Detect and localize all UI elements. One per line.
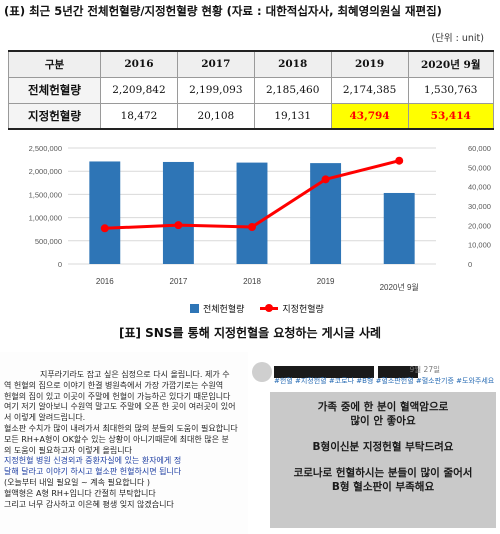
y-right-tick-label: 10,000 [468, 241, 491, 250]
table-row-label: 전체헌혈량 [8, 76, 101, 104]
post-text-line: 그리고 너무 감사하고 이은혜 평생 잊지 않겠습니다 [4, 499, 174, 509]
table-header-row: 구분 2016 2017 2018 2019 2020년 9월 [8, 50, 494, 78]
legend-line-swatch [260, 304, 279, 313]
post-text-line: 서 이렇게 알려드립니다. [4, 413, 86, 423]
table-cell: 18,472 [100, 102, 178, 130]
table-column-header: 2016 [100, 50, 178, 78]
post-hashtags: #헌혈 #지정헌혈 #코로나 #B형 #혈소판헌혈 #혈소판기증 #도와주세요 [274, 377, 495, 385]
y-left-tick-label: 2,000,000 [29, 167, 62, 176]
redacted-handle [378, 366, 418, 378]
y-right-tick-label: 40,000 [468, 183, 491, 192]
table-cell-highlighted: 53,414 [407, 102, 494, 130]
y-left-tick-label: 1,000,000 [29, 214, 62, 223]
y-left-tick-label: 2,500,000 [29, 144, 62, 153]
section-subtitle: [표] SNS를 통해 지정헌혈을 요청하는 게시글 사례 [118, 326, 382, 340]
table-column-header: 2020년 9월 [407, 50, 494, 78]
table-cell: 2,174,385 [330, 76, 409, 104]
x-tick-label: 2017 [170, 277, 188, 286]
post-text-line: 혈소판 수치가 많이 내려가서 최대한의 많의 분들의 도움이 필요합니다 [4, 423, 238, 433]
chart-legend: 전체헌혈량 지정헌혈량 [190, 302, 324, 315]
line-point [174, 221, 183, 230]
y-left-tick-label: 1,500,000 [29, 190, 62, 199]
card-text-line: 코로나로 헌혈하시는 분들이 많이 줄어서 [293, 467, 473, 479]
chart-axis-labels: 0 500,000 1,000,000 1,500,000 2,000,000 2,500… [29, 144, 491, 292]
x-tick-label: 2016 [96, 277, 114, 286]
legend-item-line: 지정헌혈량 [260, 302, 324, 315]
y-right-tick-label: 30,000 [468, 202, 491, 211]
sns-post-right: 9월 27일 #헌혈 #지정헌혈 #코로나 #B형 #혈소판헌혈 #혈소판기증 … [252, 360, 498, 532]
redacted-username [274, 366, 374, 378]
legend-bar-swatch [190, 304, 199, 313]
table-row: 지정헌혈량 18,472 20,108 19,131 43,794 53,414 [8, 102, 494, 130]
table-cell: 2,199,093 [176, 76, 255, 104]
post-text-line: 혈액형은 A형 RH+입니다 간절히 부탁합니다 [4, 488, 156, 498]
card-text-line: B형이신분 지정헌혈 부탁드려요 [312, 441, 454, 453]
table-cell: 19,131 [253, 102, 332, 130]
y-left-tick-label: 0 [58, 260, 62, 269]
table-cell-highlighted: 43,794 [330, 102, 409, 130]
table-cell: 2,209,842 [100, 76, 178, 104]
y-right-tick-label: 60,000 [468, 144, 491, 153]
y-right-tick-label: 0 [468, 260, 472, 269]
post-text-line: 달해 달라고 이야기 하시고 혈소판 헌혈하시면 됩니다 [4, 467, 182, 477]
avatar [252, 362, 272, 382]
x-tick-label: 2020년 9월 [380, 282, 419, 292]
x-tick-label: 2018 [243, 277, 261, 286]
bar-series [89, 161, 415, 264]
line-point [395, 156, 404, 165]
post-date: 9월 27일 [409, 365, 441, 374]
post-text-line: 역 헌혈의 집으로 이야기 한결 병원측에서 가장 가깝기로는 수원역 [4, 380, 224, 390]
legend-label: 전체헌혈량 [203, 305, 245, 315]
stats-table: 구분 2016 2017 2018 2019 2020년 9월 전체헌혈량 2,… [8, 50, 494, 130]
bar [162, 161, 194, 264]
bar [89, 161, 121, 264]
table-column-header: 2019 [330, 50, 409, 78]
card-text-line: B형 혈소판이 부족해요 [331, 481, 435, 493]
x-tick-label: 2019 [317, 277, 335, 286]
table-row: 전체헌혈량 2,209,842 2,199,093 2,185,460 2,17… [8, 76, 494, 104]
post-header: 9월 27일 #헌혈 #지정헌혈 #코로나 #B형 #혈소판헌혈 #혈소판기증 … [252, 360, 498, 385]
post-text-line: 모든 RH+A형이 OK할수 있는 상황이 아니기때문에 최대한 많은 분 [4, 434, 229, 444]
table-column-header: 2018 [253, 50, 332, 78]
table-column-header: 2017 [176, 50, 255, 78]
table-cell: 2,185,460 [253, 76, 332, 104]
post-text-line: 헌혈의 집이 있고 이곳이 주말에 헌혈이 가능하곤 있다기 때문입니다 [4, 391, 231, 401]
table-corner-cell: 구분 [8, 50, 101, 78]
post-text-line: (오늘부터 내일 필요일 ~ 계속 필요합니다 ) [4, 477, 150, 487]
post-image-card: 가족 중에 한 분이 혈액암으로 많이 안 좋아요 B형이신분 지정헌혈 부탁드… [270, 392, 496, 528]
post-text-line: 여기 저기 알아보니 수원역 말고도 주말에 오픈 한 곳이 여러곳이 있어 [4, 402, 236, 412]
y-right-tick-label: 20,000 [468, 221, 491, 230]
line-point [100, 224, 109, 233]
card-text-line: 많이 안 좋아요 [350, 415, 416, 427]
bar [236, 162, 268, 264]
bar [383, 192, 415, 264]
card-text-line: 가족 중에 한 분이 혈액암으로 [317, 401, 449, 413]
table-cell: 20,108 [176, 102, 255, 130]
legend-item-bar: 전체헌혈량 [190, 302, 244, 315]
post-text-line: 의 도움이 필요하고자 이렇게 올립니다 [4, 445, 132, 455]
table-row-label: 지정헌혈량 [8, 102, 101, 130]
unit-label: (단위 : unit) [431, 33, 484, 44]
table-cell: 1,530,763 [407, 76, 494, 104]
post-text-line: 지정헌혈 병원 신경외과 중환자실에 있는 환자에게 정 [4, 456, 182, 466]
post-text-line: 지푸라기라도 잡고 싶은 심정으로 다시 올립니다. 제가 수 [40, 370, 230, 379]
combo-chart: 0 500,000 1,000,000 1,500,000 2,000,000 2,500… [29, 144, 491, 292]
line-series [100, 156, 404, 233]
sns-post-left: 지푸라기라도 잡고 싶은 심정으로 다시 올립니다. 제가 수 역 헌혈의 집으… [0, 352, 248, 534]
line-point [248, 223, 256, 232]
page-title: (표) 최근 5년간 전체헌혈량/지정헌혈량 현황 (자료 : 대한적십자사, … [4, 4, 442, 18]
line-point [321, 175, 330, 184]
y-left-tick-label: 500,000 [35, 237, 62, 246]
y-right-tick-label: 50,000 [468, 163, 491, 172]
legend-label: 지정헌혈량 [282, 305, 324, 315]
